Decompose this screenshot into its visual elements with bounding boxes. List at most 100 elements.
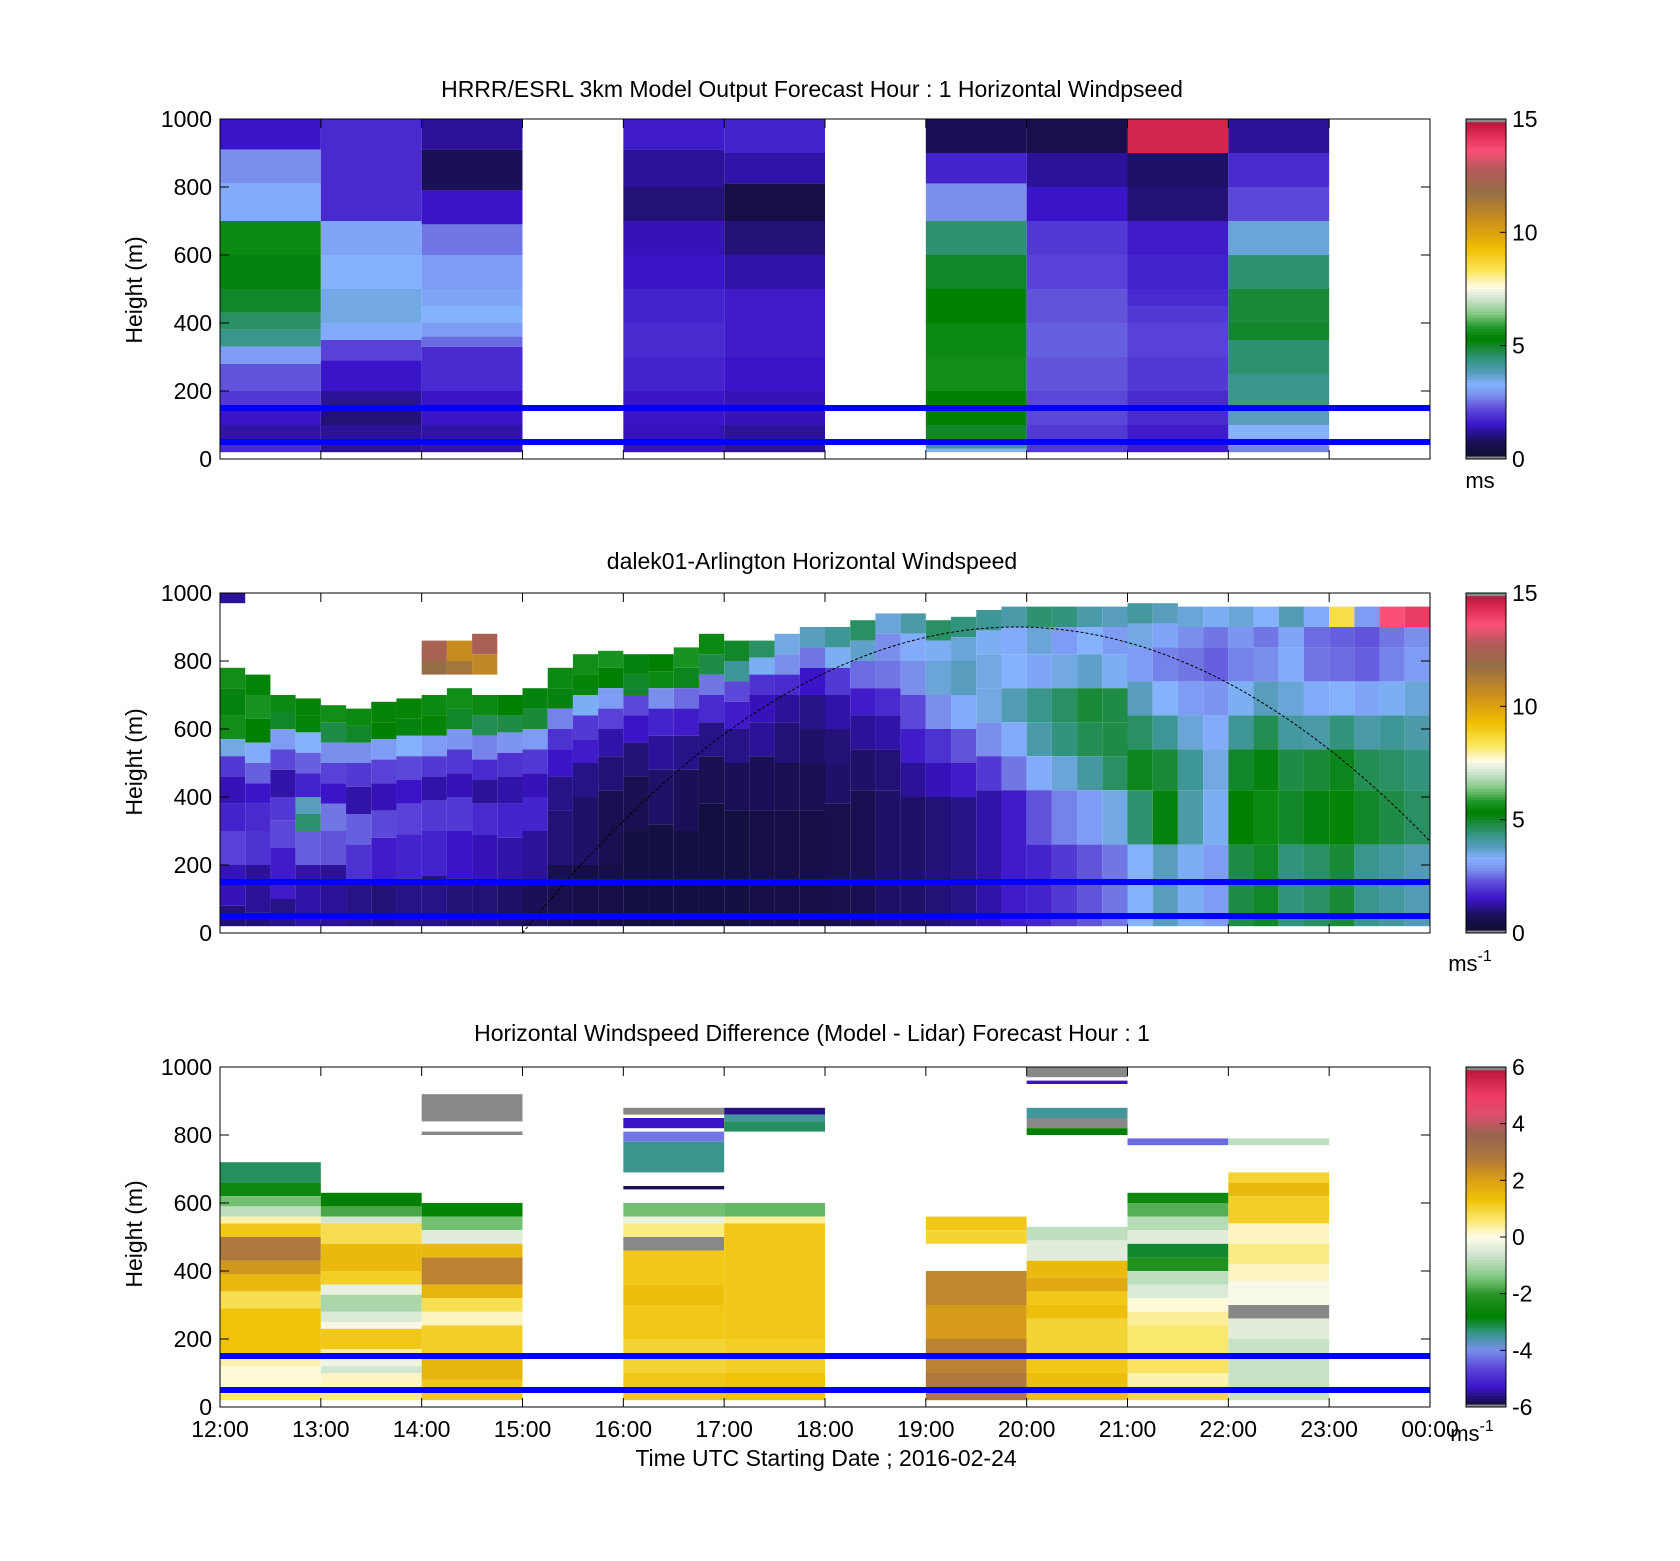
heatmap-cell xyxy=(1379,844,1405,927)
heatmap-cell xyxy=(749,756,775,811)
colorbar-segment xyxy=(1466,221,1506,225)
heatmap-cell xyxy=(320,323,422,340)
colorbar-segment xyxy=(1466,223,1506,228)
colorbar-segment xyxy=(1466,1327,1506,1331)
heatmap-cells xyxy=(220,593,1430,927)
heatmap-cell xyxy=(220,1274,321,1292)
heatmap-cell xyxy=(925,1271,1027,1305)
colorbar-segment xyxy=(1466,124,1506,128)
colorbar-segment xyxy=(1466,181,1506,185)
colorbar-unit-exponent: -1 xyxy=(1478,948,1492,965)
heatmap-cell xyxy=(724,221,825,255)
heatmap-cell xyxy=(724,810,750,927)
heatmap-cell xyxy=(1354,681,1380,716)
heatmap-cell xyxy=(396,878,422,927)
colorbar-segment xyxy=(1466,882,1506,886)
colorbar-segment xyxy=(1466,1180,1506,1184)
heatmap-cell xyxy=(396,803,422,835)
colorbar-segment xyxy=(1466,1069,1506,1074)
heatmap-cell xyxy=(1127,1243,1229,1258)
colorbar-unit-base: ms xyxy=(1448,951,1477,976)
heatmap-cell xyxy=(1127,119,1229,153)
heatmap-cell xyxy=(623,1237,725,1251)
heatmap-cell xyxy=(925,119,1027,153)
heatmap-cell xyxy=(1152,749,1178,791)
heatmap-cell xyxy=(1203,790,1229,845)
colorbar-segment xyxy=(1466,1299,1506,1303)
colorbar-segment xyxy=(1466,1146,1506,1150)
colorbar-frame xyxy=(1465,118,1507,460)
heatmap-cell xyxy=(320,1349,422,1356)
heatmap-cell xyxy=(220,1308,321,1356)
colorbar-segment xyxy=(1466,1143,1506,1147)
heatmap-cell xyxy=(673,769,699,831)
heatmap-cell xyxy=(346,882,372,927)
colorbar-segment xyxy=(1466,785,1506,789)
heatmap-cell xyxy=(623,715,649,743)
colorbar-segment xyxy=(1466,1118,1506,1122)
heatmap-cell xyxy=(1127,1216,1229,1231)
colorbar-segment xyxy=(1466,150,1506,154)
colorbar-segment xyxy=(1466,839,1506,843)
heatmap-cell xyxy=(648,708,674,736)
heatmap-cell xyxy=(572,654,599,675)
colorbar-segment xyxy=(1466,675,1506,679)
y-tick-label: 800 xyxy=(174,648,212,674)
y-tick-label: 200 xyxy=(174,1326,212,1352)
colorbar-segment xyxy=(1466,269,1506,273)
colorbar-segment xyxy=(1466,896,1506,900)
heatmap-cell xyxy=(875,749,901,791)
heatmap-cell xyxy=(623,425,725,453)
colorbar-segment xyxy=(1466,192,1506,196)
heatmap-cell xyxy=(1127,153,1229,187)
colorbar-segment xyxy=(1466,1177,1506,1181)
colorbar-tick-label: 4 xyxy=(1512,1111,1525,1137)
colorbar-segment xyxy=(1466,1126,1506,1130)
heatmap-cell xyxy=(1152,623,1178,648)
colorbar-segment xyxy=(1466,172,1506,177)
heatmap-cell xyxy=(1228,1138,1330,1146)
heatmap-cell xyxy=(220,289,321,313)
heatmap-cell xyxy=(1177,749,1204,791)
heatmap-cell xyxy=(1404,715,1430,750)
heatmap-cell xyxy=(1127,790,1153,845)
colorbar-segment xyxy=(1466,249,1506,253)
heatmap-cell xyxy=(1228,425,1330,439)
colorbar-segment xyxy=(1466,1228,1506,1232)
heatmap-cell xyxy=(1026,844,1052,927)
heatmap-cell xyxy=(951,661,977,695)
colorbar-segment xyxy=(1466,859,1506,863)
heatmap-cell xyxy=(1026,323,1128,357)
heatmap-cell xyxy=(774,722,800,763)
heatmap-cell xyxy=(245,763,271,784)
heatmap-cell xyxy=(976,790,1002,927)
colorbar-segment xyxy=(1466,692,1506,696)
colorbar-segment xyxy=(1466,1200,1506,1204)
colorbar-segment xyxy=(1466,311,1506,315)
heatmap-cell xyxy=(1127,1271,1229,1285)
colorbar-segment xyxy=(1466,362,1506,366)
colorbar-segment xyxy=(1466,1290,1506,1295)
colorbar-segment xyxy=(1466,1103,1506,1108)
lidar-windspeed-panel: dalek01-Arlington Horizontal Windspeed H… xyxy=(121,548,1538,976)
colorbar-tick-label: 0 xyxy=(1512,446,1525,472)
heatmap-cell xyxy=(1354,749,1380,791)
heatmap-cell xyxy=(774,654,800,675)
colorbar-segment xyxy=(1466,331,1506,335)
heatmap-cell xyxy=(220,776,246,804)
colorbar-tick-label: -2 xyxy=(1512,1281,1532,1307)
heatmap-cell xyxy=(925,153,1027,184)
heatmap-cell xyxy=(1278,647,1304,682)
heatmap-cell xyxy=(220,1237,321,1261)
heatmap-cell xyxy=(220,183,321,221)
colorbar-segment xyxy=(1466,393,1506,398)
heatmap-cell xyxy=(1026,688,1052,723)
heatmap-cell xyxy=(346,814,372,845)
colorbar-segment xyxy=(1466,348,1506,352)
heatmap-cell xyxy=(799,729,825,763)
heatmap-cell xyxy=(421,1216,523,1231)
heatmap-cells xyxy=(220,119,1330,453)
colorbar-segment xyxy=(1466,136,1506,140)
colorbar-segment xyxy=(1466,141,1506,145)
heatmap-cell xyxy=(1026,1128,1128,1135)
